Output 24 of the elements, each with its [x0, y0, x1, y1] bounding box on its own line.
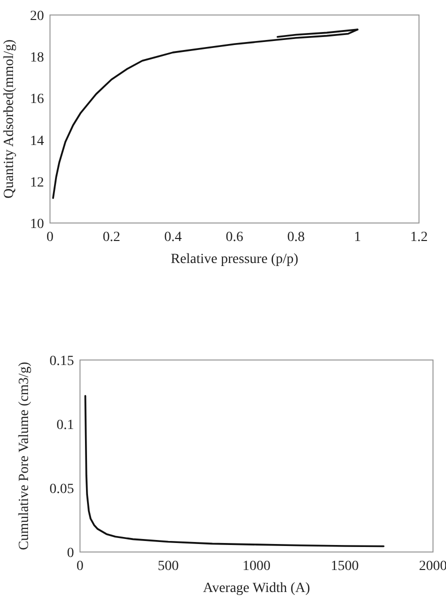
x-tick-label: 1 — [354, 230, 361, 245]
x-tick-label: 0.8 — [287, 230, 305, 245]
x-axis-title: Average Width (A) — [203, 581, 310, 596]
y-tick-label: 12 — [30, 175, 44, 190]
x-tick-label: 0.4 — [164, 230, 182, 245]
y-tick-label: 20 — [30, 9, 44, 24]
y-tick-label: 0 — [67, 546, 74, 561]
x-axis-title: Relative pressure (p/p) — [170, 252, 299, 267]
x-tick-label: 1.2 — [410, 230, 428, 245]
x-tick-label: 0.6 — [226, 230, 244, 245]
y-tick-label: 14 — [30, 134, 44, 149]
y-axis-title: Quantity Adsorbed(mmol/g) — [2, 39, 17, 199]
y-tick-label: 0.1 — [56, 418, 74, 433]
x-tick-label: 0 — [76, 559, 84, 574]
y-tick-label: 10 — [30, 217, 44, 232]
y-tick-label: 0.05 — [50, 482, 74, 497]
x-tick-label: 1500 — [330, 559, 359, 574]
y-tick-label: 18 — [30, 50, 44, 66]
y-axis-title: Cumulative Pore Valume (cm3/g) — [17, 362, 32, 550]
x-tick-label: 0.2 — [102, 230, 120, 245]
x-tick-label: 1000 — [242, 559, 270, 574]
x-tick-label: 500 — [158, 559, 179, 574]
y-tick-label: 0.15 — [50, 354, 74, 369]
y-tick-label: 16 — [30, 92, 44, 108]
